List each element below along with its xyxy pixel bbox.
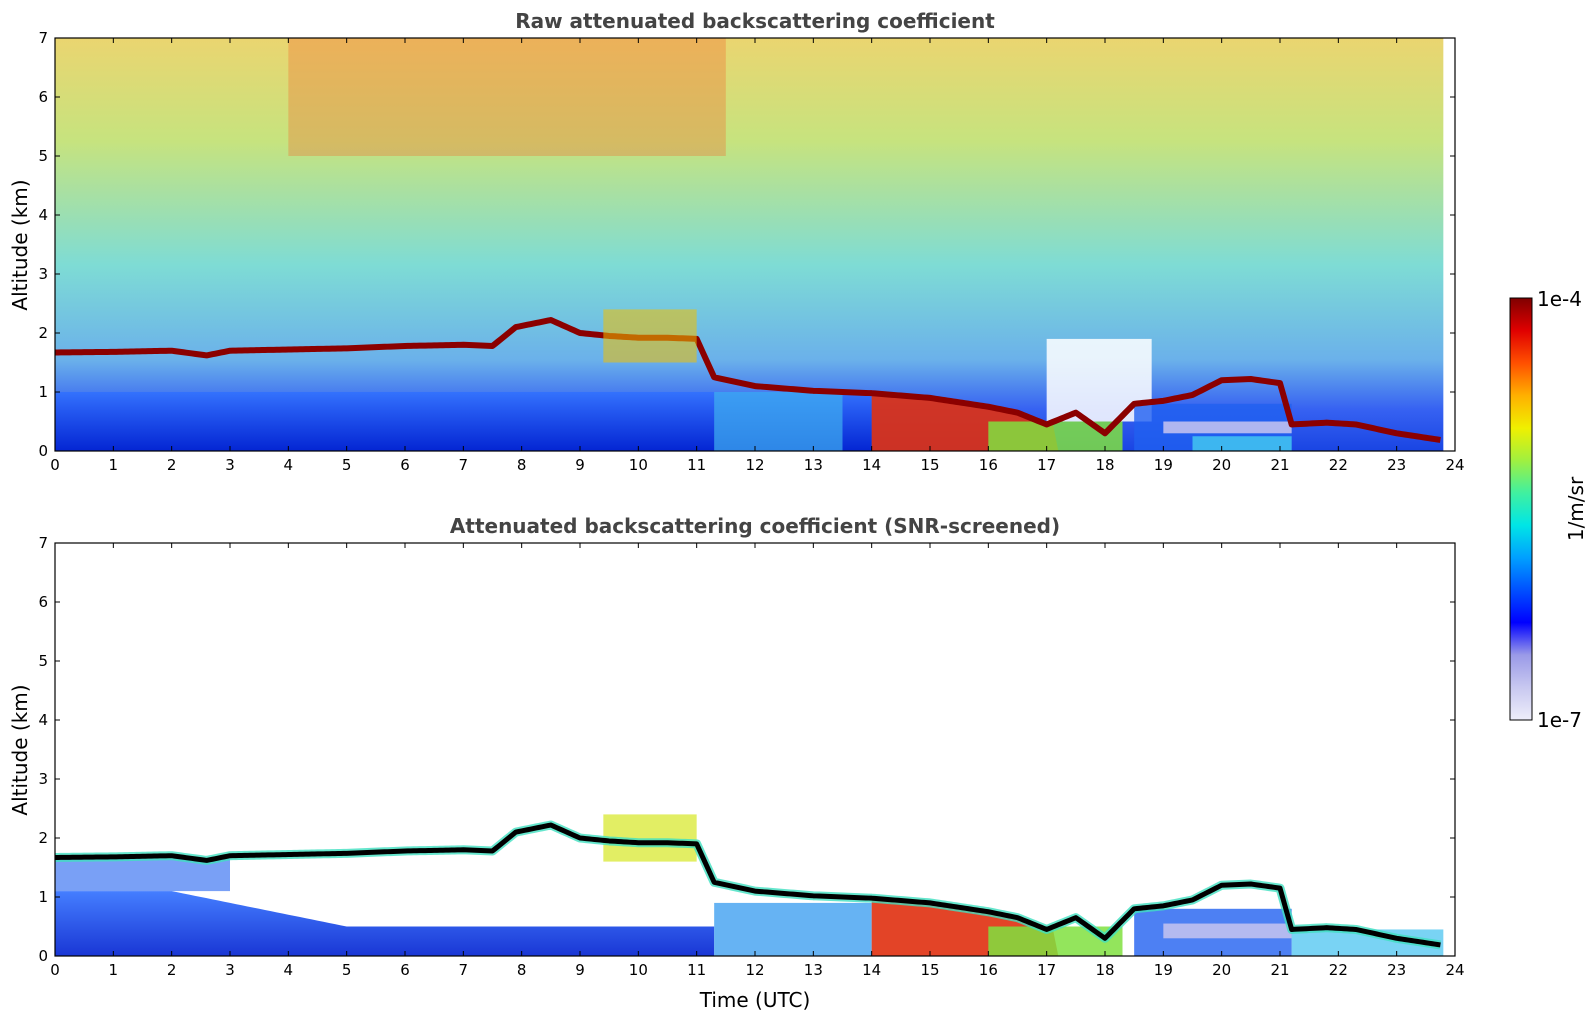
- y-tick-label: 7: [38, 29, 48, 47]
- x-tick-label: 18: [1095, 961, 1114, 979]
- x-axis-label: Time (UTC): [699, 988, 811, 1012]
- x-tick-label: 4: [284, 961, 294, 979]
- x-tick-label: 23: [1387, 456, 1406, 474]
- y-tick-label: 1: [38, 383, 48, 401]
- x-tick-label: 0: [50, 961, 60, 979]
- y-axis: 0 1 2 3 4 5 6 7: [38, 29, 1455, 460]
- x-axis: 0 1 2 3 4 5 6 7 8 9 10 11 12 13 14 15 16 17 18 19 20 21 22 23 24: [50, 543, 1465, 979]
- x-tick-label: 22: [1329, 961, 1348, 979]
- x-tick-label: 9: [575, 961, 585, 979]
- boundary-layer: [55, 891, 715, 956]
- x-tick-label: 22: [1329, 456, 1348, 474]
- y-tick-label: 3: [38, 770, 48, 788]
- x-tick-label: 23: [1387, 961, 1406, 979]
- x-tick-label: 0: [50, 456, 60, 474]
- x-tick-label: 7: [459, 456, 469, 474]
- panel-raw-backscatter: Raw attenuated backscattering coefficien…: [8, 9, 1465, 474]
- x-tick-label: 8: [517, 961, 527, 979]
- x-tick-label: 6: [400, 456, 410, 474]
- colorbar-scale: [1509, 297, 1533, 721]
- noise-field: [55, 38, 1444, 451]
- y-tick-label: 6: [38, 593, 48, 611]
- y-tick-label: 1: [38, 888, 48, 906]
- x-tick-label: 21: [1270, 961, 1289, 979]
- x-tick-label: 8: [517, 456, 527, 474]
- cloud-layer-line: [55, 822, 1441, 948]
- y-tick-label: 2: [38, 829, 48, 847]
- y-tick-label: 4: [38, 711, 48, 729]
- x-tick-label: 5: [342, 961, 352, 979]
- noise-field: [288, 38, 726, 156]
- x-tick-label: 11: [687, 961, 706, 979]
- heatmap-area: [55, 814, 1444, 956]
- x-tick-label: 24: [1445, 961, 1464, 979]
- aerosol-plume: [603, 309, 697, 363]
- y-tick-label: 5: [38, 652, 48, 670]
- y-axis: 0 1 2 3 4 5 6 7: [38, 534, 1455, 965]
- x-tick-label: 19: [1154, 456, 1173, 474]
- boundary-layer: [714, 902, 872, 956]
- boundary-layer: [714, 392, 843, 451]
- panel-title: Attenuated backscattering coefficient (S…: [450, 514, 1060, 538]
- y-tick-label: 0: [38, 442, 48, 460]
- x-axis: 0 1 2 3 4 5 6 7 8 9 10 11 12 13 14 15 16 17 18 19 20 21 22 23 24: [50, 38, 1465, 474]
- x-tick-label: 13: [804, 456, 823, 474]
- x-tick-label: 5: [342, 456, 352, 474]
- x-tick-label: 7: [459, 961, 469, 979]
- x-tick-label: 24: [1445, 456, 1464, 474]
- y-tick-label: 0: [38, 947, 48, 965]
- boundary-layer: [1163, 923, 1292, 939]
- x-tick-label: 20: [1212, 961, 1231, 979]
- y-tick-label: 4: [38, 206, 48, 224]
- y-axis-label: Altitude (km): [8, 684, 32, 815]
- colorbar-min-label: 1e-7: [1537, 708, 1582, 732]
- x-tick-label: 18: [1095, 456, 1114, 474]
- y-tick-label: 6: [38, 88, 48, 106]
- x-tick-label: 10: [629, 456, 648, 474]
- x-tick-label: 14: [862, 961, 881, 979]
- y-tick-label: 5: [38, 147, 48, 165]
- x-tick-label: 16: [979, 456, 998, 474]
- x-tick-label: 11: [687, 456, 706, 474]
- x-tick-label: 19: [1154, 961, 1173, 979]
- x-tick-label: 6: [400, 961, 410, 979]
- x-tick-label: 12: [745, 456, 764, 474]
- x-tick-label: 1: [109, 456, 119, 474]
- x-tick-label: 4: [284, 456, 294, 474]
- y-axis-label: Altitude (km): [8, 179, 32, 310]
- x-tick-label: 20: [1212, 456, 1231, 474]
- x-tick-label: 14: [862, 456, 881, 474]
- x-tick-label: 15: [920, 456, 939, 474]
- colorbar: 1e-4 1e-7 1/m/sr: [1509, 287, 1588, 732]
- boundary-layer: [1163, 421, 1292, 434]
- boundary-layer: [1192, 436, 1292, 451]
- y-tick-label: 3: [38, 265, 48, 283]
- x-tick-label: 3: [225, 456, 235, 474]
- x-tick-label: 3: [225, 961, 235, 979]
- x-tick-label: 12: [745, 961, 764, 979]
- x-tick-label: 1: [109, 961, 119, 979]
- panel-title: Raw attenuated backscattering coefficien…: [515, 9, 995, 33]
- x-tick-label: 9: [575, 456, 585, 474]
- panel-snr-screened: Attenuated backscattering coefficient (S…: [8, 514, 1465, 1012]
- cloud-layer-line: [55, 317, 1441, 443]
- x-tick-label: 13: [804, 961, 823, 979]
- x-tick-label: 2: [167, 456, 177, 474]
- x-tick-label: 2: [167, 961, 177, 979]
- x-tick-label: 21: [1270, 456, 1289, 474]
- colorbar-label: 1/m/sr: [1564, 476, 1588, 541]
- x-tick-label: 17: [1037, 961, 1056, 979]
- colorbar-max-label: 1e-4: [1537, 287, 1582, 311]
- x-tick-label: 10: [629, 961, 648, 979]
- y-tick-label: 2: [38, 324, 48, 342]
- boundary-layer: [988, 421, 1123, 451]
- x-tick-label: 17: [1037, 456, 1056, 474]
- y-tick-label: 7: [38, 534, 48, 552]
- x-tick-label: 16: [979, 961, 998, 979]
- x-tick-label: 15: [920, 961, 939, 979]
- heatmap-area: [55, 38, 1444, 451]
